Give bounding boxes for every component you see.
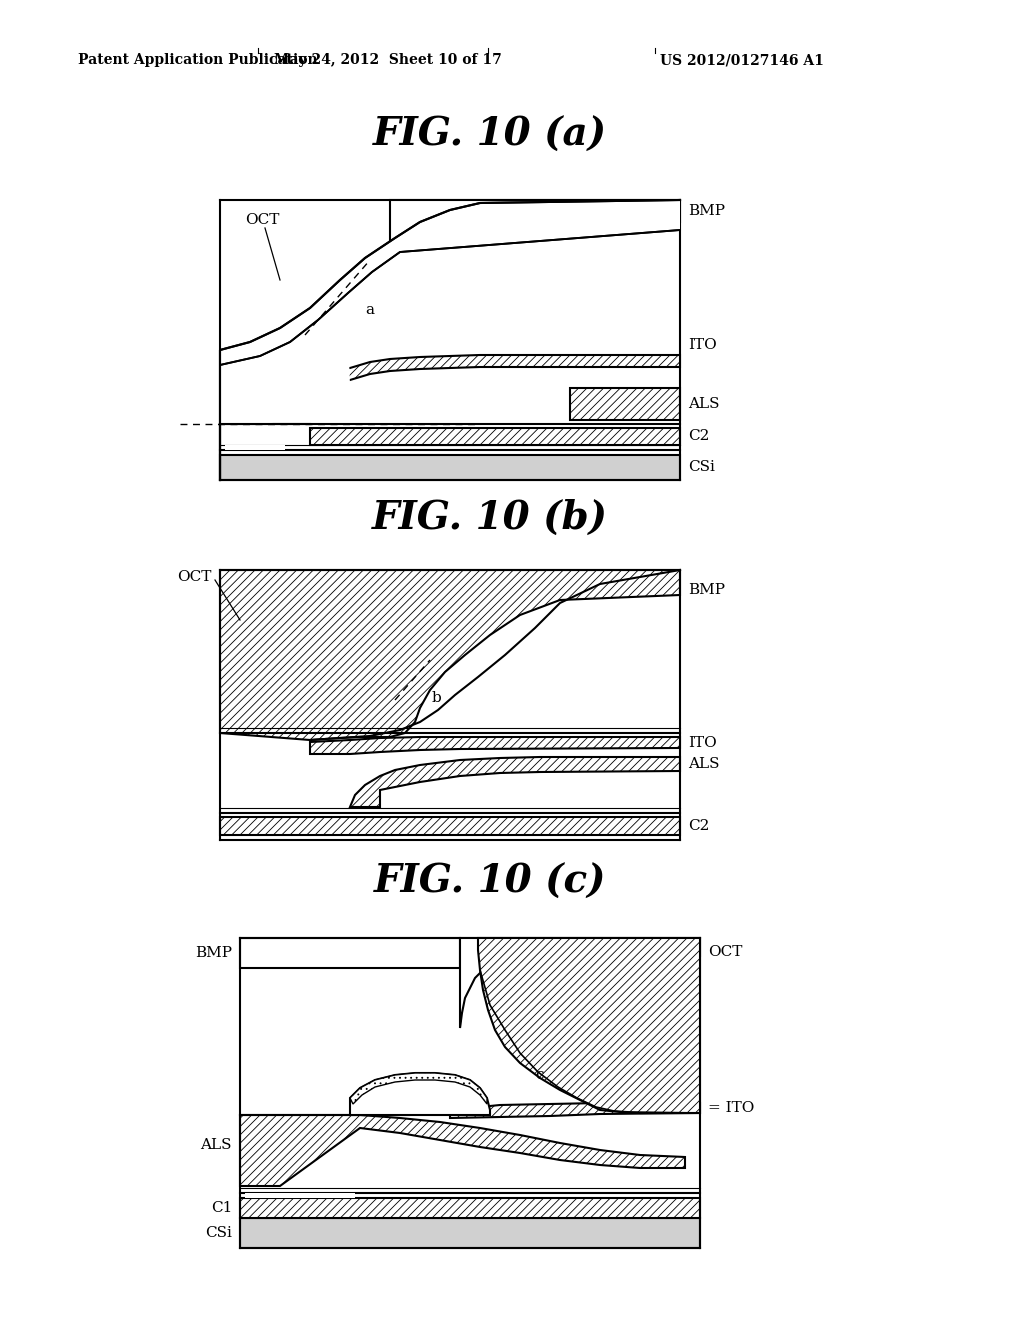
Bar (240, 939, 460, 968)
Polygon shape (460, 939, 700, 1028)
Bar (570, 388, 680, 420)
Text: ALS: ALS (201, 1138, 232, 1152)
Text: ALS: ALS (688, 397, 720, 411)
Text: C2: C2 (688, 429, 710, 444)
Polygon shape (478, 939, 700, 1113)
Text: US 2012/0127146 A1: US 2012/0127146 A1 (660, 53, 824, 67)
Text: C2: C2 (688, 818, 710, 833)
Text: ITO: ITO (688, 737, 717, 750)
Polygon shape (350, 1073, 487, 1104)
Polygon shape (240, 1115, 685, 1185)
Text: OCT: OCT (245, 213, 280, 227)
Bar (310, 428, 680, 445)
Polygon shape (220, 570, 680, 741)
Text: CSi: CSi (688, 459, 715, 474)
Bar (225, 445, 285, 450)
Polygon shape (310, 737, 680, 754)
Text: FIG. 10 (b): FIG. 10 (b) (372, 499, 608, 537)
Text: OCT: OCT (708, 945, 742, 960)
Polygon shape (310, 355, 680, 380)
Text: CSi: CSi (205, 1226, 232, 1239)
Text: FIG. 10 (c): FIG. 10 (c) (374, 863, 606, 902)
Polygon shape (220, 201, 680, 480)
Bar (220, 817, 680, 836)
Text: a: a (365, 304, 374, 317)
Bar (245, 1193, 355, 1199)
Text: = ITO: = ITO (708, 1101, 755, 1115)
Polygon shape (390, 201, 680, 252)
Text: BMP: BMP (688, 205, 725, 218)
Bar (220, 455, 680, 480)
Text: May 24, 2012  Sheet 10 of 17: May 24, 2012 Sheet 10 of 17 (274, 53, 502, 67)
Text: C1: C1 (211, 1201, 232, 1214)
Polygon shape (350, 1073, 490, 1115)
Text: Patent Application Publication: Patent Application Publication (78, 53, 317, 67)
Bar (240, 1218, 700, 1247)
Polygon shape (220, 248, 350, 424)
Text: ALS: ALS (688, 756, 720, 771)
Text: b: b (432, 690, 441, 705)
Text: c: c (535, 1068, 544, 1082)
Polygon shape (350, 756, 680, 807)
Text: FIG. 10 (a): FIG. 10 (a) (373, 116, 607, 154)
Text: ITO: ITO (688, 338, 717, 352)
Text: OCT: OCT (177, 570, 212, 583)
Bar (240, 1199, 700, 1218)
Text: BMP: BMP (688, 583, 725, 597)
Polygon shape (450, 1104, 700, 1118)
Text: BMP: BMP (195, 946, 232, 960)
